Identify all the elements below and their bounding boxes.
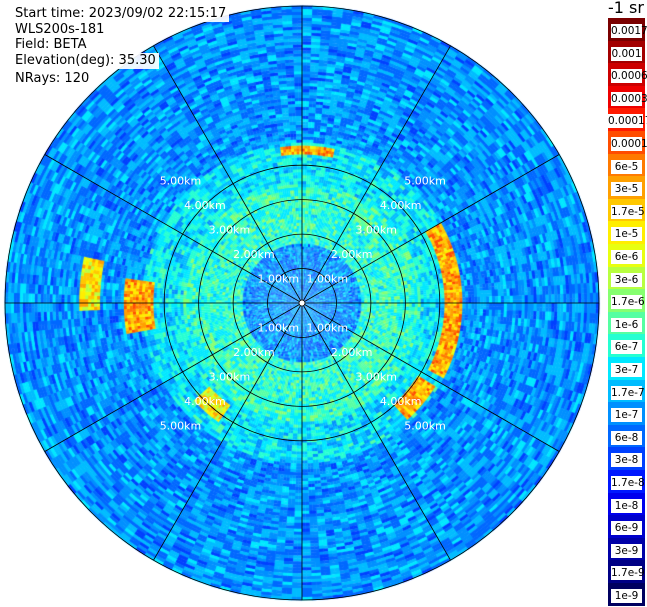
colorbar-tick-label: 1e-8 bbox=[611, 498, 642, 513]
colorbar-tick-label: 1.7e-6 bbox=[611, 295, 645, 310]
field-label: Field: BETA bbox=[12, 37, 90, 53]
azimuth-spoke bbox=[301, 154, 560, 304]
range-ring-label: 5.00km bbox=[404, 175, 446, 188]
azimuth-spoke bbox=[301, 302, 451, 561]
elevation-label: Elevation(deg): 35.30 bbox=[12, 53, 159, 69]
range-ring-label: 4.00km bbox=[380, 199, 422, 212]
colorbar-tick-label: 0.0001 bbox=[611, 137, 647, 151]
range-ring-label: 4.00km bbox=[184, 395, 226, 408]
range-ring-label: 3.00km bbox=[209, 224, 251, 237]
colorbar-tick-label: 1e-7 bbox=[611, 408, 642, 423]
colorbar-tick-label: 1e-5 bbox=[611, 227, 642, 242]
range-ring-label: 3.00km bbox=[355, 370, 397, 383]
range-ring-label: 1.00km bbox=[306, 321, 348, 334]
range-ring-label: 4.00km bbox=[380, 395, 422, 408]
colorbar-tick-label: 1.7e-5 bbox=[611, 204, 645, 219]
colorbar-tick-label: 1.7e-9 bbox=[611, 566, 645, 581]
range-ring-label: 1.00km bbox=[258, 273, 300, 286]
range-ring-label: 5.00km bbox=[404, 419, 446, 432]
nrays-label: NRays: 120 bbox=[12, 71, 93, 87]
range-ring-label: 2.00km bbox=[233, 248, 275, 261]
colorbar-tick-label: 3e-5 bbox=[611, 182, 642, 197]
colorbar-tick-label: 3e-9 bbox=[611, 543, 642, 558]
colorbar-tick-label: 0.0017 bbox=[611, 24, 647, 38]
colorbar-tick-label: 0.00017 bbox=[608, 114, 647, 129]
site-name-label: WLS200s-181 bbox=[12, 22, 108, 38]
azimuth-spoke bbox=[153, 45, 303, 304]
azimuth-spoke bbox=[301, 302, 560, 452]
range-ring-label: 3.00km bbox=[209, 370, 251, 383]
azimuth-spoke bbox=[44, 154, 303, 304]
colorbar-unit-label: -1 sr bbox=[608, 0, 644, 17]
colorbar-tick-label: 3e-8 bbox=[611, 453, 642, 468]
colorbar-tick-label: 6e-9 bbox=[611, 521, 642, 536]
range-ring-label: 5.00km bbox=[160, 419, 202, 432]
radar-origin-marker bbox=[298, 299, 306, 307]
colorbar-tick-label: 6e-6 bbox=[611, 250, 642, 264]
range-ring-label: 2.00km bbox=[331, 248, 373, 261]
range-ring-label: 2.00km bbox=[331, 346, 373, 359]
colorbar-tick-label: 3e-6 bbox=[611, 272, 642, 287]
start-time-label: Start time: 2023/09/02 22:15:17 bbox=[12, 6, 230, 22]
colorbar-tick-label: 0.001 bbox=[611, 46, 642, 61]
range-ring-label: 1.00km bbox=[258, 321, 300, 334]
range-ring-label: 3.00km bbox=[355, 224, 397, 237]
azimuth-spoke bbox=[44, 302, 303, 452]
colorbar-tick-label: 3e-7 bbox=[611, 363, 642, 377]
colorbar-tick-label: 0.0006 bbox=[611, 69, 647, 84]
range-ring-label: 2.00km bbox=[233, 346, 275, 359]
azimuth-spoke bbox=[301, 45, 451, 304]
range-ring-label: 1.00km bbox=[306, 273, 348, 286]
colorbar-tick-label: 6e-7 bbox=[611, 340, 642, 355]
range-ring-label: 5.00km bbox=[160, 175, 202, 188]
colorbar-tick-label: 6e-8 bbox=[611, 430, 642, 445]
colorbar-tick-label: 0.0003 bbox=[611, 91, 647, 106]
range-ring-label: 4.00km bbox=[184, 199, 226, 212]
azimuth-spoke bbox=[153, 302, 303, 561]
colorbar-tick-label: 1.7e-7 bbox=[611, 385, 645, 400]
colorbar-tick-label: 6e-5 bbox=[611, 159, 642, 174]
colorbar-tick-label: 1.7e-8 bbox=[611, 476, 645, 490]
colorbar-tick-label: 1e-6 bbox=[611, 317, 642, 332]
colorbar-tick-label: 1e-9 bbox=[611, 589, 642, 603]
